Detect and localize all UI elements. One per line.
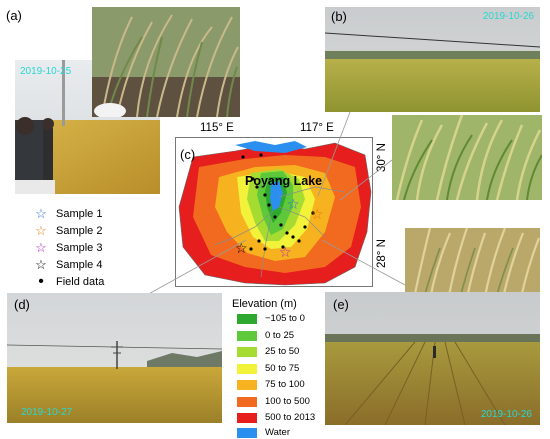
sample-3-star: ☆ xyxy=(279,245,292,261)
legend-label: Sample 1 xyxy=(56,208,103,220)
photo-a-closeup-image xyxy=(92,7,240,117)
legend-star-icon: ☆ xyxy=(35,257,47,272)
photo-e-field-image xyxy=(325,292,540,425)
legend-dot-icon: • xyxy=(38,273,44,290)
elev-swatch xyxy=(237,397,257,407)
elev-swatch xyxy=(237,314,257,324)
lon-label-117: 117° E xyxy=(300,122,334,134)
elev-label: Water xyxy=(265,427,290,438)
elev-swatch xyxy=(237,331,257,341)
map-c: ☆ ☆ ☆ ☆ Poyang Lake (c) xyxy=(175,137,373,287)
lon-label-115: 115° E xyxy=(200,122,234,134)
elev-swatch xyxy=(237,413,257,423)
panel-d-label: (d) xyxy=(14,297,30,312)
elev-label: 0 to 25 xyxy=(265,330,295,341)
elev-label: 50 to 75 xyxy=(265,363,300,374)
panel-a-label: (a) xyxy=(6,8,22,23)
elevation-legend-title: Elevation (m) xyxy=(232,298,297,310)
elev-swatch xyxy=(237,428,257,438)
elev-label: 500 to 2013 xyxy=(265,412,316,423)
photo-b-closeup-image xyxy=(392,115,542,200)
legend-label: Sample 4 xyxy=(56,259,103,271)
photo-d-field-image xyxy=(7,293,222,423)
photo-b-field: 2019-10-26 xyxy=(325,7,540,112)
elev-label: −105 to 0 xyxy=(265,313,305,324)
sample-2-star: ☆ xyxy=(311,207,324,223)
sample-4-star: ☆ xyxy=(235,241,248,257)
elev-label: 25 to 50 xyxy=(265,346,300,357)
legend-label: Sample 3 xyxy=(56,242,103,254)
map-frame xyxy=(175,137,373,287)
photo-b-closeup xyxy=(392,115,542,200)
photo-d-date: 2019-10-27 xyxy=(21,407,73,418)
photo-e-field: 2019-10-26 xyxy=(325,292,540,425)
panel-b-label: (b) xyxy=(331,9,347,24)
lake-label: Poyang Lake xyxy=(245,174,323,188)
elev-swatch xyxy=(237,347,257,357)
photo-a-date: 2019-10-25 xyxy=(20,66,72,77)
photo-a-closeup xyxy=(92,7,240,117)
photo-b-date: 2019-10-26 xyxy=(482,11,534,22)
elevation-map: ☆ ☆ ☆ ☆ xyxy=(175,137,373,287)
legend-star-icon: ☆ xyxy=(35,223,47,238)
elev-label: 75 to 100 xyxy=(265,379,305,390)
legend-star-icon: ☆ xyxy=(35,240,47,255)
panel-e-label: (e) xyxy=(333,297,349,312)
elev-swatch xyxy=(237,380,257,390)
panel-c-label: (c) xyxy=(180,147,196,162)
legend-label: Sample 2 xyxy=(56,225,103,237)
elev-swatch xyxy=(237,364,257,374)
legend-label: Field data xyxy=(56,276,105,288)
sample-1-star: ☆ xyxy=(287,197,300,213)
elev-label: 100 to 500 xyxy=(265,396,310,407)
photo-b-field-image xyxy=(325,7,540,112)
photo-e-date: 2019-10-26 xyxy=(480,409,532,420)
legend-star-icon: ☆ xyxy=(35,206,47,221)
photo-d-field: 2019-10-27 xyxy=(7,293,222,423)
